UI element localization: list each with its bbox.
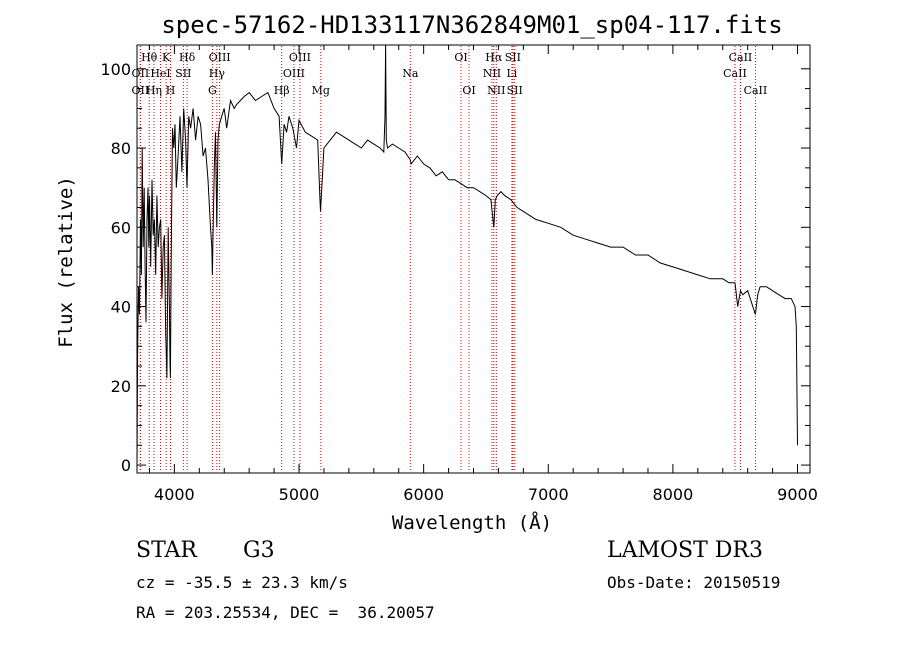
line-label-25: CaII [723, 67, 747, 80]
line-label-23: SII [505, 51, 521, 64]
y-tick-label: 0 [121, 456, 131, 475]
line-label-16: Na [402, 67, 419, 80]
line-label-18: OI [462, 84, 475, 97]
line-label-24: SII [507, 84, 523, 97]
y-tick-label: 40 [111, 298, 131, 317]
y-axis-ticks: 0 20 40 60 80 100 [100, 60, 810, 475]
line-label-26: CaII [729, 51, 753, 64]
plot-frame [136, 44, 811, 474]
y-tick-label: 80 [111, 139, 131, 158]
line-label-21: NII [487, 84, 505, 97]
line-label-9: OIII [209, 51, 231, 64]
x-tick-label: 4000 [154, 485, 195, 504]
survey-release: LAMOST DR3 [607, 538, 763, 563]
x-axis-label: Wavelength (Å) [392, 511, 552, 534]
line-label-22: Li [506, 67, 517, 80]
y-tick-label: 20 [111, 377, 131, 396]
line-label-8: Hδ [179, 51, 196, 64]
spectral-line-markers [139, 46, 756, 472]
line-label-6: H [166, 84, 176, 97]
chart-title: spec-57162-HD133117N362849M01_sp04-117.f… [161, 11, 782, 39]
line-label-0: OII [132, 84, 150, 97]
ra-dec-coordinates: RA = 203.25534, DEC = 36.20057 [136, 603, 435, 622]
x-axis-ticks: 4000 5000 6000 7000 8000 9000 [148, 45, 818, 504]
x-tick-label: 5000 [279, 485, 320, 504]
y-tick-label: 60 [111, 218, 131, 237]
line-label-2: OII [132, 67, 150, 80]
redshift-velocity: cz = -35.5 ± 23.3 km/s [136, 573, 348, 592]
flux-series-line [136, 44, 798, 466]
x-tick-label: 9000 [777, 485, 818, 504]
line-label-7: SII [175, 67, 191, 80]
line-label-4: HeI [150, 67, 170, 80]
x-tick-label: 6000 [403, 485, 444, 504]
y-tick-label: 100 [100, 60, 131, 79]
x-tick-label: 7000 [528, 485, 569, 504]
line-label-11: G [208, 84, 217, 97]
line-label-3: Hη [146, 84, 162, 97]
line-label-27: CaII [744, 84, 768, 97]
line-label-20: Hα [485, 51, 503, 64]
object-subclass: G3 [243, 538, 275, 563]
line-label-10: Hγ [209, 67, 226, 80]
line-label-15: Mg [312, 84, 330, 97]
line-label-13: OIII [283, 67, 305, 80]
observation-date: Obs-Date: 20150519 [607, 573, 781, 592]
line-label-5: K [162, 51, 171, 64]
line-label-17: OI [454, 51, 467, 64]
line-label-19: NII [483, 67, 501, 80]
line-label-14: OIII [289, 51, 311, 64]
object-class: STAR [136, 538, 197, 563]
line-label-12: Hβ [274, 84, 290, 97]
x-tick-label: 8000 [653, 485, 694, 504]
line-label-1: Hθ [141, 51, 158, 64]
y-axis-label: Flux (relative) [55, 176, 77, 348]
